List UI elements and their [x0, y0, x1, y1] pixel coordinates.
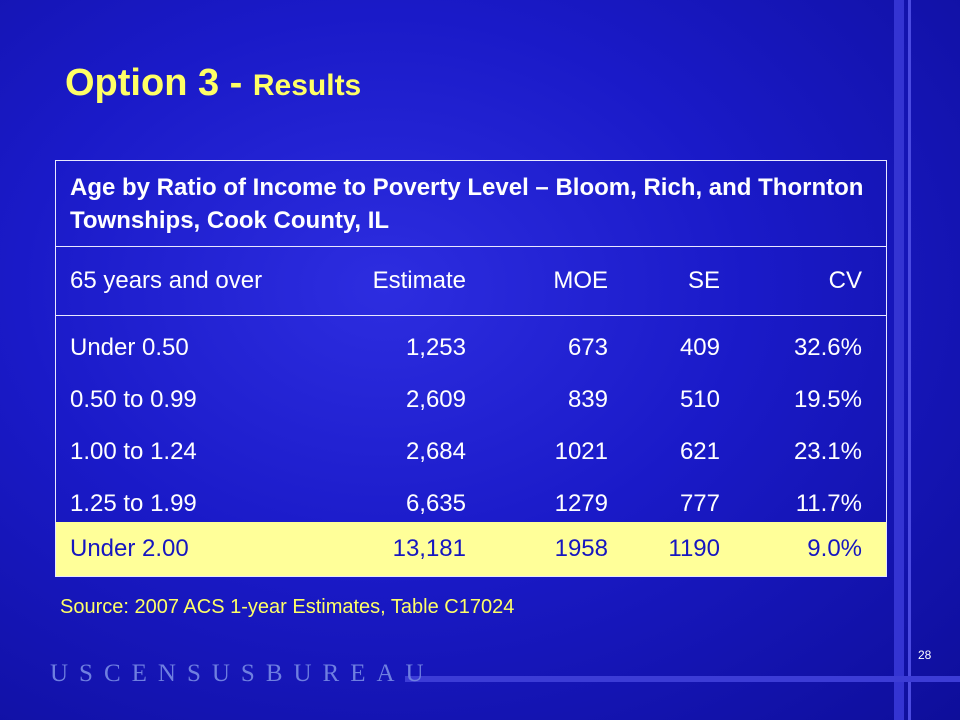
row-label: 1.00 to 1.24 — [70, 438, 197, 465]
se-cell: 1190 — [668, 535, 720, 562]
estimate-cell: 13,181 — [392, 535, 466, 562]
moe-cell: 1958 — [554, 535, 608, 562]
slide-title-main: Option 3 - — [65, 62, 253, 104]
source-note: Source: 2007 ACS 1-year Estimates, Table… — [60, 596, 515, 618]
se-cell: 409 — [679, 334, 720, 361]
moe-cell: 839 — [567, 386, 608, 413]
header-cell-age-group: 65 years and over — [70, 267, 263, 294]
results-table: Age by Ratio of Income to Poverty Level … — [55, 160, 887, 577]
header-cell-se: SE — [687, 267, 720, 294]
decorative-horizontal-bar — [405, 676, 960, 682]
cv-cell: 11.7% — [795, 490, 862, 517]
row-label: 0.50 to 0.99 — [70, 386, 197, 413]
se-cell: 510 — [679, 386, 720, 413]
row-label: Under 0.50 — [70, 334, 189, 361]
page-number: 28 — [918, 648, 932, 662]
header-cell-estimate: Estimate — [372, 267, 466, 294]
decorative-vertical-bar — [894, 0, 904, 720]
slide-title-sub: Results — [252, 69, 362, 102]
cv-cell: 9.0% — [807, 535, 862, 562]
table-caption: Age by Ratio of Income to Poverty Level … — [56, 161, 886, 247]
census-bureau-logo: USCENSUSBUREAU — [50, 660, 435, 687]
table-header-row: 65 years and over Estimate MOE SE CV — [56, 247, 886, 316]
estimate-cell: 6,635 — [405, 490, 466, 517]
estimate-cell: 2,609 — [405, 386, 466, 413]
table-row: 0.50 to 0.99 2,609 839 510 19.5% — [56, 374, 886, 426]
se-cell: 621 — [679, 438, 720, 465]
row-label: Under 2.00 — [70, 535, 189, 562]
row-label: 1.25 to 1.99 — [70, 490, 197, 517]
table-row: Under 0.50 1,253 673 409 32.6% — [56, 322, 886, 374]
slide-title: Option 3 - Results — [65, 62, 361, 105]
table-row: 1.25 to 1.99 6,635 1279 777 11.7% — [56, 478, 886, 530]
estimate-cell: 1,253 — [405, 334, 466, 361]
header-cell-cv: CV — [828, 267, 862, 294]
moe-cell: 673 — [567, 334, 608, 361]
table-row: 1.00 to 1.24 2,684 1021 621 23.1% — [56, 426, 886, 478]
cv-cell: 32.6% — [793, 334, 862, 361]
se-cell: 777 — [679, 490, 720, 517]
table-row-highlighted-total: Under 2.00 13,181 1958 1190 9.0% — [56, 522, 886, 576]
decorative-vertical-line — [908, 0, 911, 720]
estimate-cell: 2,684 — [405, 438, 466, 465]
cv-cell: 19.5% — [793, 386, 862, 413]
cv-cell: 23.1% — [793, 438, 862, 465]
moe-cell: 1021 — [554, 438, 608, 465]
header-cell-moe: MOE — [553, 267, 608, 294]
moe-cell: 1279 — [554, 490, 608, 517]
